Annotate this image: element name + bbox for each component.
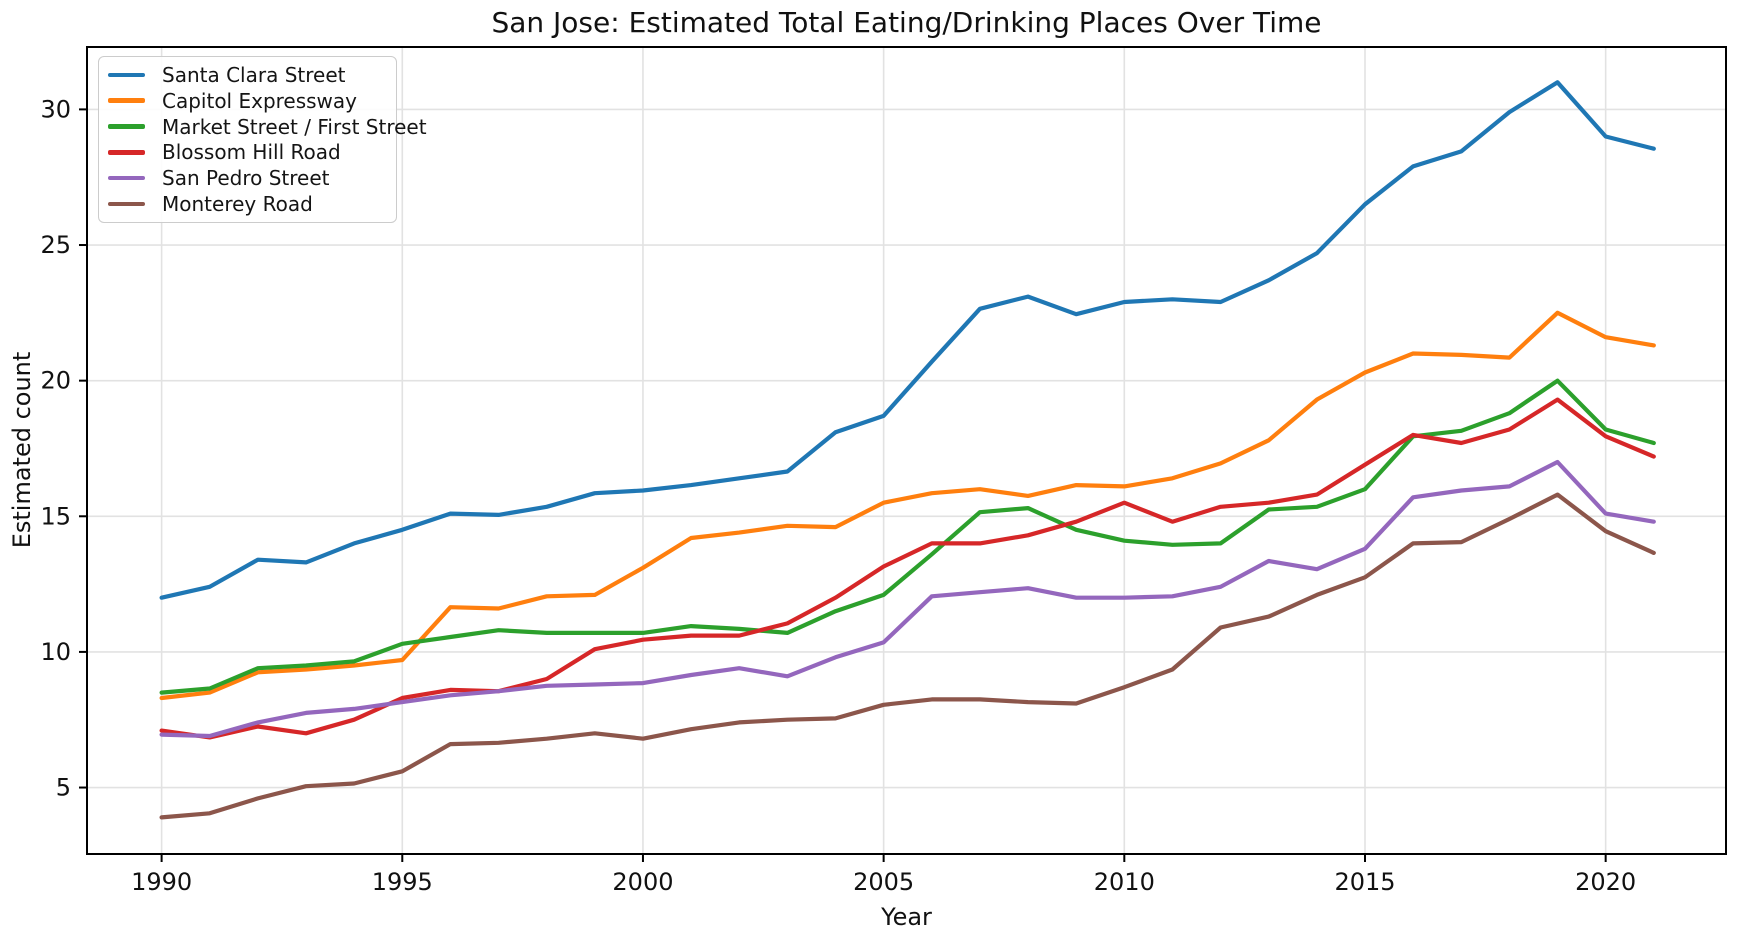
legend-item-blossom-hill-road: Blossom Hill Road	[99, 140, 396, 165]
series-line-monterey-road	[159, 492, 1656, 820]
x-tick-label-1995: 1995	[372, 868, 433, 896]
legend-swatch-san-pedro-street	[108, 175, 145, 181]
legend-item-market-street-first-street: Market Street / First Street	[99, 114, 427, 139]
y-axis-label: Estimated count	[8, 351, 36, 549]
y-tick-label-5: 5	[56, 774, 71, 802]
series-line-san-pedro-street	[159, 459, 1656, 739]
legend-swatch-capitol-expressway	[108, 98, 145, 103]
legend-item-santa-clara-street: Santa Clara Street	[99, 62, 396, 87]
legend-swatch-blossom-hill-road	[108, 150, 145, 155]
legend: Santa Clara Street Capitol Expressway Mark…	[98, 56, 427, 223]
y-tick-label-15: 15	[40, 502, 71, 530]
legend-swatch-santa-clara-street	[108, 72, 145, 78]
plot-border	[86, 46, 1727, 855]
series-line-market-street-first-street	[159, 378, 1656, 695]
y-tick-label-10: 10	[40, 638, 71, 666]
x-tick-label-2010: 2010	[1094, 868, 1155, 896]
y-tick-label-20: 20	[40, 367, 71, 395]
x-tick-label-1990: 1990	[131, 868, 192, 896]
legend-label-monterey-road: Monterey Road	[162, 192, 313, 217]
x-tick-label-2020: 2020	[1575, 868, 1636, 896]
series-line-santa-clara-street	[159, 80, 1656, 600]
legend-swatch-monterey-road	[108, 201, 145, 207]
legend-label-capitol-expressway: Capitol Expressway	[162, 88, 358, 113]
series-line-capitol-expressway	[159, 310, 1656, 701]
legend-item-san-pedro-street: San Pedro Street	[99, 166, 396, 191]
x-axis-label: Year	[881, 903, 932, 931]
series-line-blossom-hill-road	[159, 397, 1656, 740]
y-tick-label-30: 30	[40, 95, 71, 123]
legend-label-santa-clara-street: Santa Clara Street	[162, 62, 346, 87]
chart-title: San Jose: Estimated Total Eating/Drinkin…	[491, 6, 1322, 39]
x-tick-label-2000: 2000	[612, 868, 673, 896]
legend-label-blossom-hill-road: Blossom Hill Road	[162, 140, 341, 165]
legend-item-capitol-expressway: Capitol Expressway	[99, 88, 396, 113]
legend-label-san-pedro-street: San Pedro Street	[162, 166, 330, 191]
x-tick-label-2005: 2005	[853, 868, 914, 896]
legend-label-market-street-first-street: Market Street / First Street	[162, 114, 427, 139]
legend-item-monterey-road: Monterey Road	[99, 192, 396, 217]
x-tick-label-2015: 2015	[1334, 868, 1395, 896]
y-tick-label-25: 25	[40, 231, 71, 259]
legend-swatch-market-street-first-street	[108, 124, 145, 129]
